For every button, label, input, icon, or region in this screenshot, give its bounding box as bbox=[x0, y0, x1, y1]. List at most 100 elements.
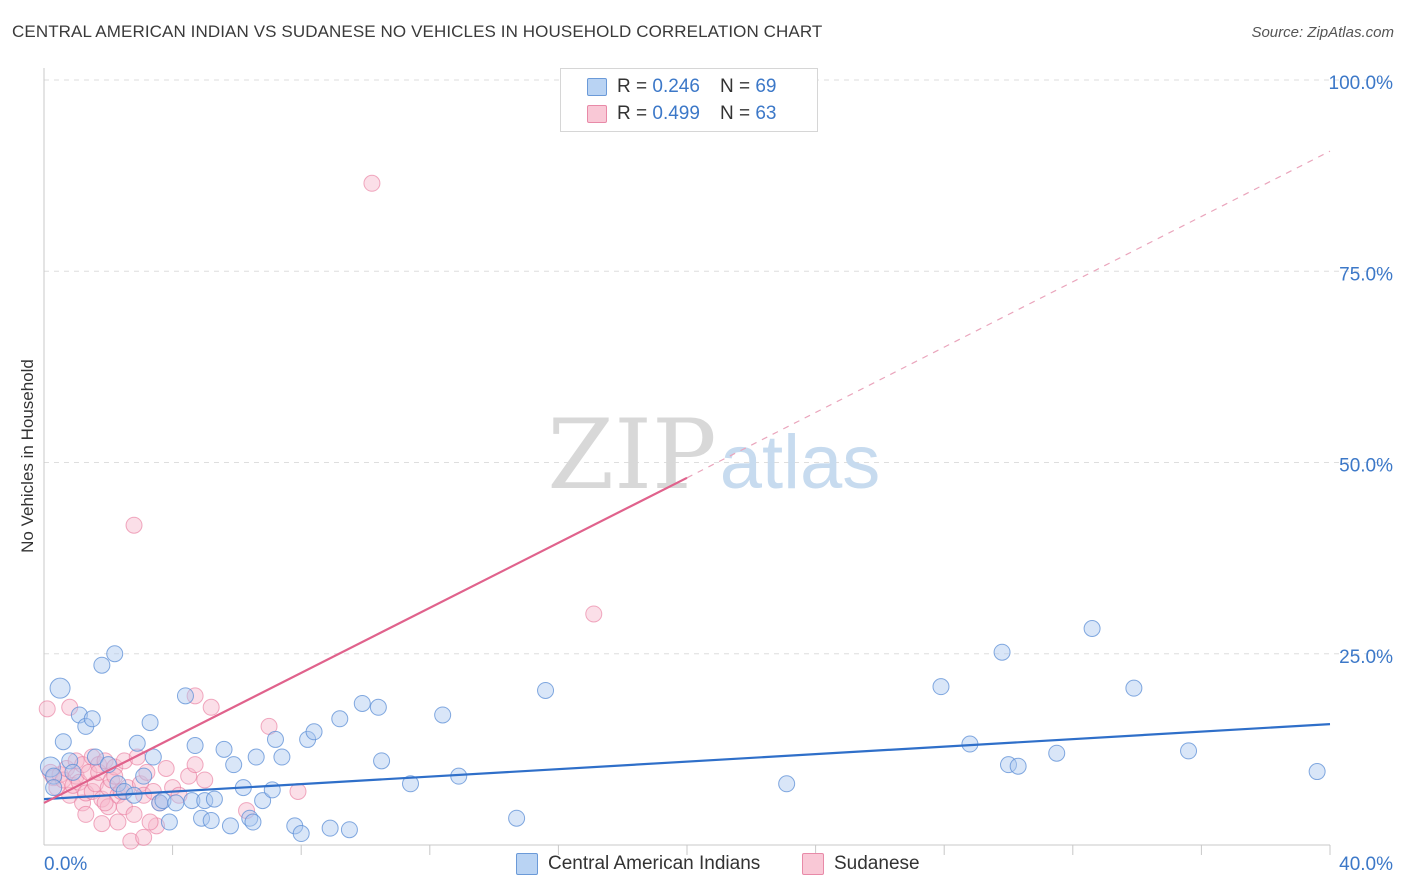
watermark-zip: ZIP bbox=[547, 399, 716, 511]
axes bbox=[43, 68, 1331, 855]
data-point-central-american-indian bbox=[106, 645, 124, 663]
pink-legend-swatch bbox=[802, 853, 824, 875]
data-point-sudanese bbox=[109, 813, 127, 831]
data-point-central-american-indian bbox=[434, 706, 452, 724]
data-point-central-american-indian bbox=[202, 812, 220, 830]
data-point-sudanese bbox=[77, 805, 95, 823]
bottom-legend-pink: Sudanese bbox=[802, 852, 920, 876]
data-point-central-american-indian bbox=[215, 740, 233, 758]
data-point-central-american-indian bbox=[221, 817, 239, 835]
data-point-central-american-indian bbox=[263, 781, 281, 799]
data-point-sudanese bbox=[157, 760, 175, 777]
data-point-central-american-indian bbox=[537, 681, 555, 699]
data-point-sudanese bbox=[289, 782, 307, 800]
data-point-central-american-indian bbox=[932, 678, 950, 696]
data-point-central-american-indian bbox=[247, 748, 265, 766]
data-point-central-american-indian bbox=[135, 767, 153, 785]
data-point-central-american-indian bbox=[353, 694, 371, 712]
data-point-central-american-indian bbox=[49, 677, 71, 699]
data-point-central-american-indian bbox=[321, 819, 339, 837]
data-point-central-american-indian bbox=[167, 794, 185, 812]
sudanese-points bbox=[38, 174, 603, 850]
data-point-sudanese bbox=[186, 687, 204, 705]
legend-n-label: N = bbox=[719, 76, 751, 97]
blue-legend-swatch bbox=[516, 853, 538, 875]
bottom-legend-label: Sudanese bbox=[834, 853, 920, 874]
data-point-sudanese bbox=[135, 828, 153, 846]
data-point-central-american-indian bbox=[141, 714, 159, 732]
pink-swatch bbox=[587, 105, 607, 123]
tick-labels: 25.0% 50.0% 75.0% 100.0% 0.0% 40.0% bbox=[44, 73, 1393, 875]
legend-row-pink: R = 0.499 N = 63 bbox=[587, 102, 776, 126]
watermark: ZIP atlas bbox=[547, 399, 880, 511]
legend-n-label: N = bbox=[719, 103, 751, 124]
data-point-central-american-indian bbox=[83, 710, 101, 728]
data-point-central-american-indian bbox=[340, 821, 358, 839]
data-point-central-american-indian bbox=[369, 698, 387, 716]
central-american-indian-points bbox=[39, 620, 1326, 843]
legend-row-blue: R = 0.246 N = 69 bbox=[587, 75, 776, 99]
data-point-central-american-indian bbox=[1083, 620, 1101, 638]
data-point-sudanese bbox=[202, 698, 220, 716]
gridlines bbox=[44, 79, 1390, 655]
data-point-central-american-indian bbox=[1009, 757, 1027, 775]
data-point-central-american-indian bbox=[128, 734, 146, 752]
data-point-central-american-indian bbox=[54, 733, 72, 751]
data-point-central-american-indian bbox=[176, 687, 194, 705]
data-point-central-american-indian bbox=[778, 775, 796, 793]
legend-n-value-pink: 63 bbox=[755, 103, 777, 124]
data-point-central-american-indian bbox=[93, 656, 111, 674]
data-point-central-american-indian bbox=[186, 737, 204, 755]
data-point-central-american-indian bbox=[1048, 744, 1066, 762]
trend-lines bbox=[43, 150, 1331, 804]
data-point-central-american-indian bbox=[331, 710, 349, 728]
data-point-sudanese bbox=[125, 805, 143, 823]
legend-r-value-blue: 0.246 bbox=[652, 76, 700, 97]
data-point-sudanese bbox=[96, 794, 114, 812]
data-point-sudanese bbox=[122, 832, 140, 850]
data-point-central-american-indian bbox=[45, 779, 63, 797]
data-point-sudanese bbox=[93, 815, 111, 833]
data-point-sudanese bbox=[585, 605, 603, 623]
correlation-legend: R = 0.246 N = 69 R = 0.499 N = 63 bbox=[560, 68, 818, 132]
data-point-central-american-indian bbox=[144, 748, 162, 766]
x-tick-label: 40.0% bbox=[1339, 854, 1393, 875]
data-point-central-american-indian bbox=[305, 723, 323, 741]
legend-n-value-blue: 69 bbox=[755, 76, 777, 97]
y-tick-label: 25.0% bbox=[1339, 647, 1393, 668]
trend-extension-sudanese bbox=[686, 150, 1331, 479]
data-point-central-american-indian bbox=[402, 775, 420, 793]
y-tick-label: 100.0% bbox=[1329, 73, 1394, 94]
data-point-central-american-indian bbox=[1308, 763, 1326, 781]
data-point-central-american-indian bbox=[160, 813, 178, 831]
y-tick-label: 75.0% bbox=[1339, 264, 1393, 285]
data-point-central-american-indian bbox=[292, 825, 310, 843]
x-tick-label: 0.0% bbox=[44, 854, 87, 875]
data-point-sudanese bbox=[125, 516, 143, 534]
data-point-central-american-indian bbox=[64, 763, 82, 781]
data-point-sudanese bbox=[135, 786, 153, 804]
data-point-central-american-indian bbox=[266, 730, 284, 748]
chart-title: CENTRAL AMERICAN INDIAN VS SUDANESE NO V… bbox=[12, 22, 823, 41]
data-point-sudanese bbox=[186, 756, 204, 774]
data-point-central-american-indian bbox=[508, 809, 526, 827]
source-label: Source: ZipAtlas.com bbox=[1251, 24, 1394, 41]
data-point-central-american-indian bbox=[225, 756, 243, 774]
bottom-legend-blue: Central American Indians bbox=[516, 852, 760, 876]
data-point-central-american-indian bbox=[39, 756, 61, 778]
legend-r-label: R = bbox=[617, 76, 648, 97]
data-point-central-american-indian bbox=[183, 792, 201, 810]
trend-line-central-american-indians bbox=[43, 723, 1331, 801]
data-point-central-american-indian bbox=[373, 752, 391, 770]
data-point-central-american-indian bbox=[1125, 679, 1143, 697]
data-point-central-american-indian bbox=[254, 792, 272, 810]
blue-swatch bbox=[587, 78, 607, 96]
data-point-central-american-indian bbox=[993, 643, 1011, 661]
data-point-central-american-indian bbox=[86, 748, 104, 766]
bottom-legend-label: Central American Indians bbox=[548, 853, 761, 874]
trend-line-sudanese bbox=[43, 476, 688, 804]
data-point-sudanese bbox=[38, 700, 56, 718]
data-point-sudanese bbox=[196, 771, 214, 789]
data-point-sudanese bbox=[141, 813, 159, 831]
